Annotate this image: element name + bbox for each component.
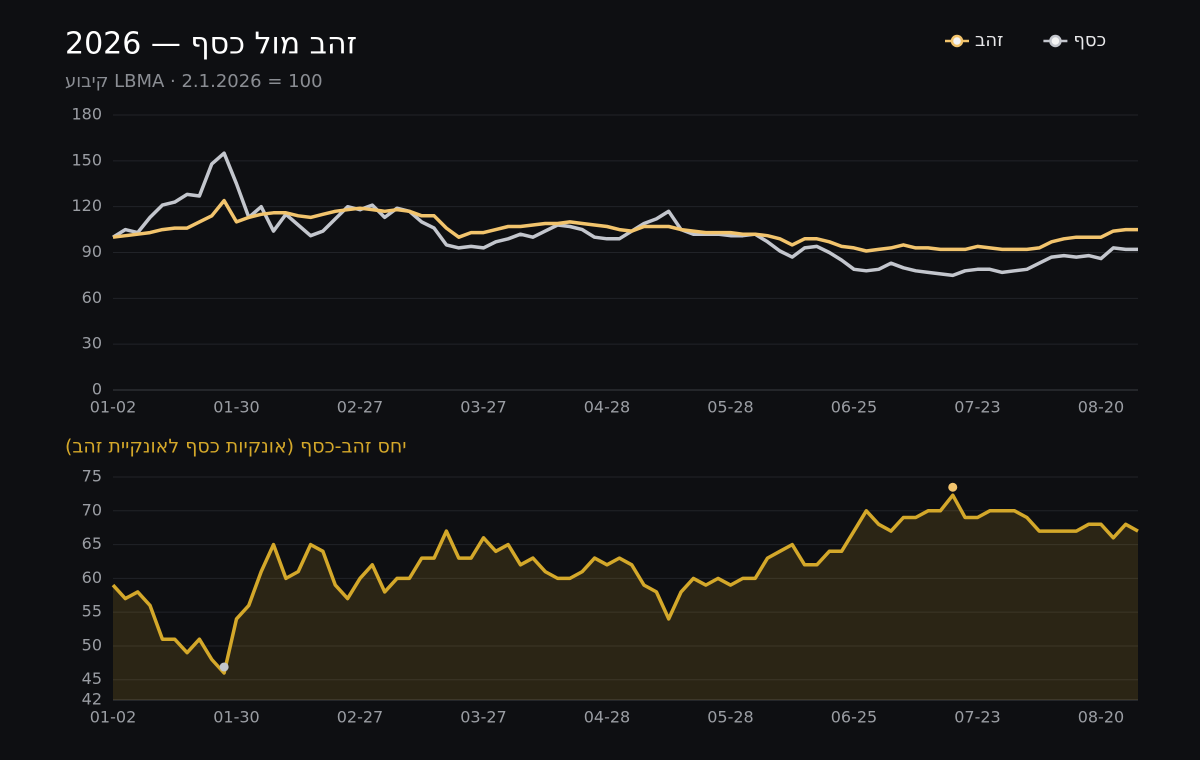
y-tick-label: 50 [82,635,102,654]
y-tick-label: 70 [82,500,102,519]
x-tick-label: 01-02 [90,708,137,727]
y-tick-label: 55 [82,602,102,621]
y-tick-label: 45 [82,669,102,688]
x-tick-label: 03-27 [460,398,507,417]
x-tick-label: 08-20 [1078,708,1125,727]
x-tick-label: 06-25 [831,398,878,417]
y-tick-label: 65 [82,534,102,553]
x-tick-label: 08-20 [1078,398,1125,417]
legend-swatch [950,34,964,48]
y-tick-label: 150 [71,150,102,169]
x-tick-label: 01-30 [213,708,260,727]
chart-title: יחס זהב-כסף (אונקיות כסף לאונקיית זהב) [65,436,407,458]
y-tick-label: 90 [82,242,102,261]
y-tick-label: 60 [82,288,102,307]
x-tick-label: 05-28 [707,398,754,417]
x-tick-label: 01-30 [213,398,260,417]
x-tick-label: 03-27 [460,708,507,727]
max-marker [948,482,958,492]
chart-title: זהב מול כסף — 2026 [65,27,357,62]
x-tick-label: 06-25 [831,708,878,727]
x-tick-label: 02-27 [337,708,384,727]
y-tick-label: 75 [82,467,102,486]
x-tick-label: 07-23 [954,398,1001,417]
y-tick-label: 180 [71,105,102,124]
x-tick-label: 02-27 [337,398,384,417]
x-tick-label: 01-02 [90,398,137,417]
legend-label: זהב [975,30,1003,51]
x-tick-label: 04-28 [584,708,631,727]
chart-subtitle: קיבוע LBMA · 2.1.2026 = 100 [65,71,323,92]
x-tick-label: 07-23 [954,708,1001,727]
legend-label: כסף [1073,30,1106,51]
area [113,495,1138,700]
min-marker [219,662,229,672]
y-tick-label: 30 [82,334,102,353]
legend-swatch [1049,34,1062,48]
x-tick-label: 05-28 [707,708,754,727]
line [111,493,1139,675]
y-tick-label: 60 [82,568,102,587]
line [112,151,1138,278]
y-tick-label: 0 [92,380,102,399]
line [112,198,1138,253]
y-tick-label: 120 [71,196,102,215]
y-tick-label: 42 [82,690,102,709]
x-tick-label: 04-28 [584,398,631,417]
